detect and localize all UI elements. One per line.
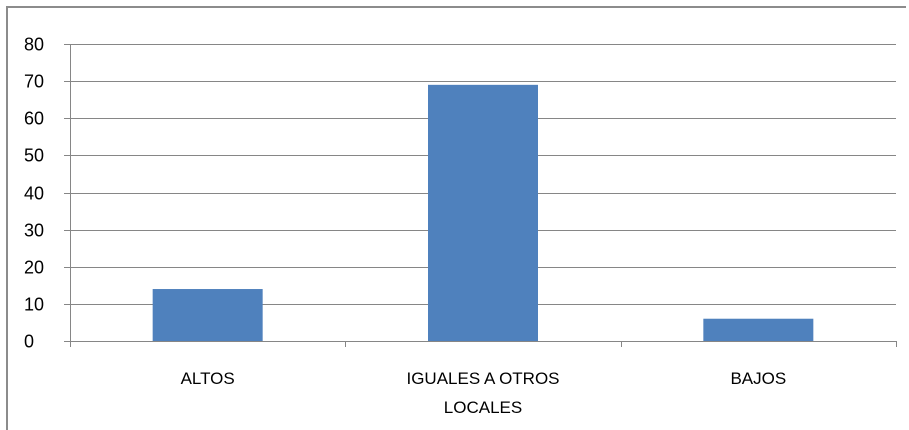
y-tick-label: 30 [24, 221, 44, 241]
bar-1 [152, 289, 263, 341]
x-category-label: BAJOS [730, 369, 786, 388]
y-tick-label: 70 [24, 72, 44, 92]
x-category-label: LOCALES [444, 398, 522, 417]
y-tick-label: 10 [24, 295, 44, 315]
y-tick-label: 40 [24, 184, 44, 204]
bars [152, 84, 814, 342]
y-tick-label: 60 [24, 109, 44, 129]
bar-2 [428, 84, 538, 342]
y-tick-label: 20 [24, 258, 44, 278]
x-category-label: ALTOS [181, 369, 235, 388]
y-tick-label: 50 [24, 146, 44, 166]
y-tick-label: 80 [24, 35, 44, 55]
y-tick-label: 0 [24, 332, 34, 352]
tick-labels: 0 10 20 30 40 50 60 70 80 ALTOS IGUALES A OTROS LOC… [24, 35, 786, 418]
x-category-label: IGUALES A OTROS [406, 369, 559, 388]
axes [64, 44, 897, 347]
bar-3 [703, 318, 814, 341]
